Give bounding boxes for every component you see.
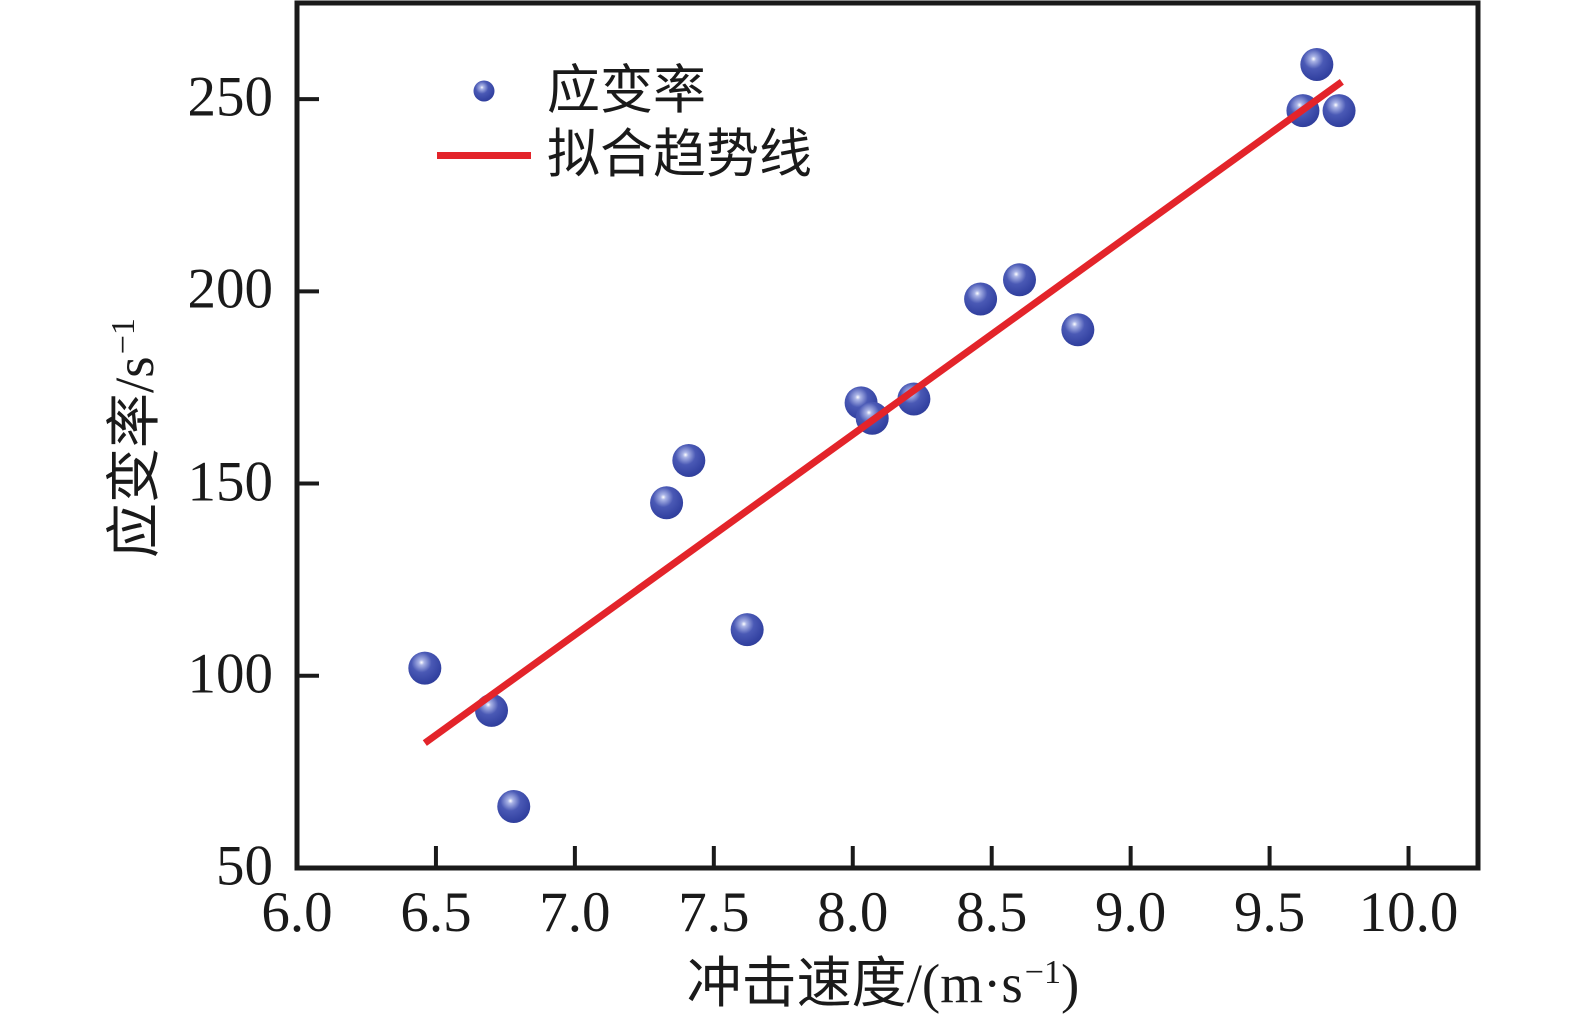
y-axis-label-superscript: −1 [105, 318, 143, 355]
trend-line-group [422, 78, 1344, 746]
plot-frame [294, 0, 1481, 871]
data-point [964, 282, 998, 316]
trend-line-swatch-icon [437, 151, 531, 159]
x-tick-label: 6.5 [400, 881, 472, 944]
x-axis-label-superscript: −1 [1024, 954, 1062, 992]
x-axis-label: 冲击速度/(m·s−1) [687, 938, 1080, 1018]
x-tick-label: 8.0 [817, 881, 889, 944]
x-tick-label: 10.0 [1358, 881, 1459, 944]
y-tick-label: 100 [187, 642, 274, 706]
y-tick-label: 50 [216, 834, 273, 898]
data-point [408, 651, 442, 685]
data-point [650, 486, 684, 520]
y-axis-label: 应变率/s−1 [89, 318, 169, 558]
legend-item-scatter: 应变率 [437, 59, 812, 123]
x-axis-label-suffix: ) [1061, 953, 1080, 1014]
data-point [672, 443, 706, 477]
data-point [897, 382, 931, 416]
data-point [1002, 263, 1036, 297]
axis-ticks-group [295, 97, 1411, 870]
x-tick-label: 7.5 [678, 881, 750, 944]
trend-line [422, 78, 1344, 746]
x-tick-label: 7.0 [539, 881, 611, 944]
legend-item-trendline: 拟合趋势线 [437, 123, 812, 187]
scatter-marker-icon [437, 78, 531, 104]
data-point [1061, 313, 1095, 347]
y-tick-label: 250 [187, 65, 274, 129]
x-tick-label: 9.0 [1095, 881, 1167, 944]
y-tick-label: 200 [187, 257, 274, 321]
y-tick-label: 150 [187, 449, 274, 513]
legend-label-scatter: 应变率 [547, 61, 706, 120]
data-point [1322, 94, 1356, 128]
legend-label-trendline: 拟合趋势线 [547, 125, 812, 184]
data-point [730, 613, 764, 647]
legend: 应变率 拟合趋势线 [437, 59, 812, 187]
data-point [497, 789, 531, 823]
x-tick-label: 6.0 [261, 881, 333, 944]
x-tick-label: 8.5 [956, 881, 1028, 944]
x-axis-label-text: 冲击速度/(m·s [686, 953, 1023, 1014]
x-tick-label: 9.5 [1233, 881, 1306, 944]
data-point [1300, 48, 1334, 82]
plot-frame-group [294, 0, 1481, 871]
